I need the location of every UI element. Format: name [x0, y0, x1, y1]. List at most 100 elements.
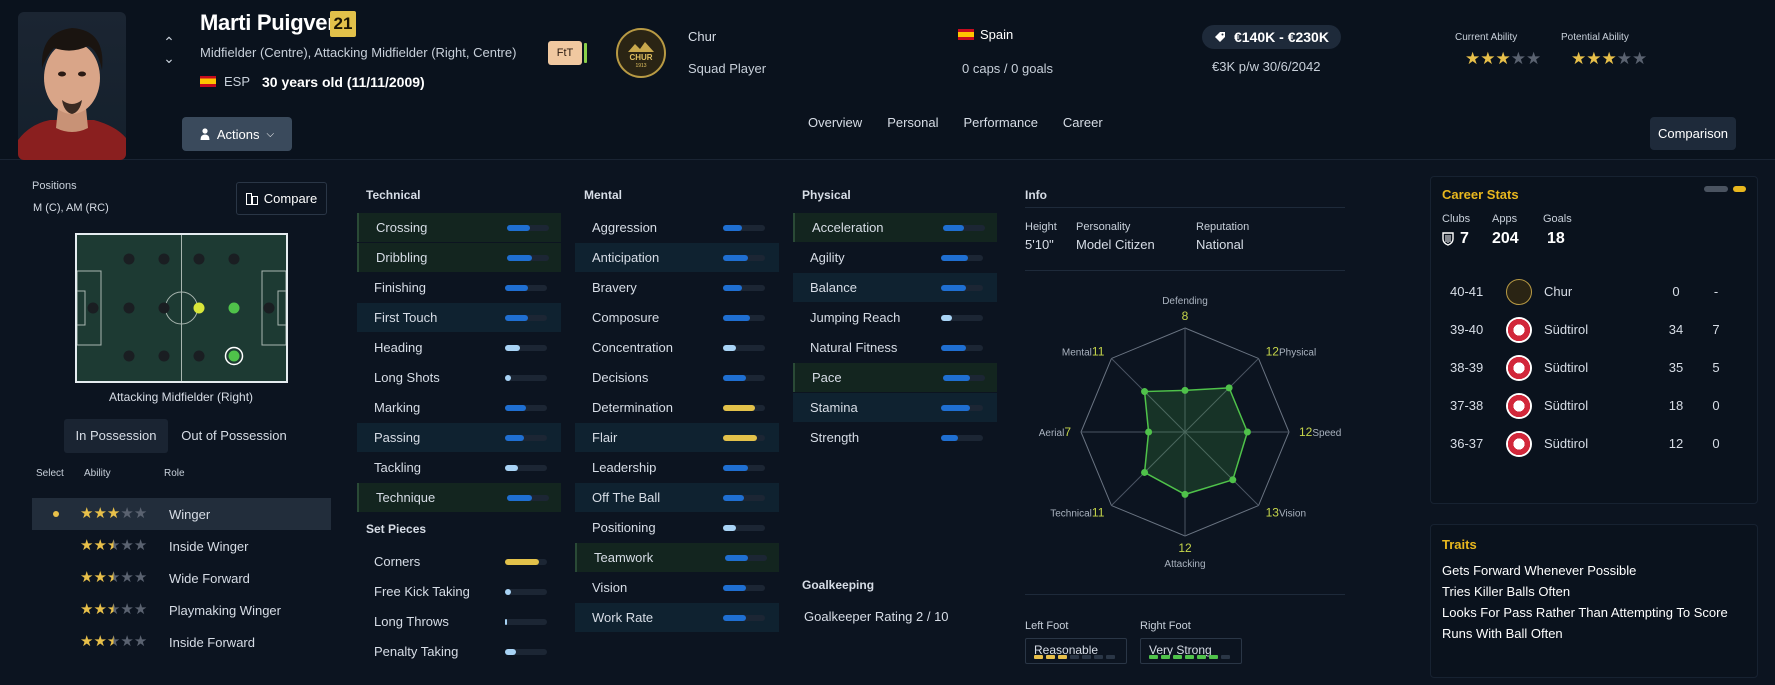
attribute-row[interactable]: Dribbling	[357, 243, 561, 272]
attribute-bar-fill	[723, 465, 749, 471]
attribute-bar-fill	[723, 405, 755, 411]
attribute-row[interactable]: Free Kick Taking	[357, 577, 561, 606]
attribute-row[interactable]: Composure	[575, 303, 779, 332]
attribute-bar	[505, 375, 547, 381]
career-row[interactable]: 36-37 Südtirol 12 0	[1436, 425, 1732, 463]
comparison-button[interactable]: Comparison	[1650, 117, 1736, 150]
set-pieces-title: Set Pieces	[366, 522, 427, 536]
current-ability-stars: ★★★★★	[1465, 50, 1541, 69]
career-row[interactable]: 40-41 Chur 0 -	[1436, 273, 1732, 311]
attribute-row[interactable]: Off The Ball	[575, 483, 779, 512]
tab-performance[interactable]: Performance	[963, 115, 1038, 130]
panel-page-indicator-active[interactable]	[1733, 186, 1746, 192]
attribute-name: Decisions	[592, 370, 649, 385]
attribute-bar-fill	[941, 435, 958, 441]
attribute-row[interactable]: Technique	[357, 483, 561, 512]
club-name[interactable]: Chur	[688, 29, 717, 44]
attribute-row[interactable]: Decisions	[575, 363, 779, 392]
attribute-row[interactable]: Anticipation	[575, 243, 779, 272]
attribute-row[interactable]: Long Throws	[357, 607, 561, 636]
next-player-icon[interactable]: ⌄	[163, 50, 175, 66]
previous-player-icon[interactable]: ⌃	[163, 34, 175, 50]
attribute-row[interactable]: Bravery	[575, 273, 779, 302]
career-row[interactable]: 37-38 Südtirol 18 0	[1436, 387, 1732, 425]
attribute-row[interactable]: Determination	[575, 393, 779, 422]
radar-value: 12	[1299, 425, 1313, 439]
attribute-row[interactable]: Leadership	[575, 453, 779, 482]
club-name[interactable]: Südtirol	[1544, 360, 1589, 375]
attribute-row[interactable]: Natural Fitness	[793, 333, 997, 362]
tab-career[interactable]: Career	[1062, 115, 1103, 130]
radar-value: 12	[1178, 541, 1192, 555]
position-pitch[interactable]	[75, 233, 288, 383]
attribute-row[interactable]: First Touch	[357, 303, 561, 332]
tab-out-of-possession[interactable]: Out of Possession	[181, 428, 287, 443]
attribute-row[interactable]: Teamwork	[575, 543, 779, 572]
attribute-name: Natural Fitness	[810, 340, 898, 355]
attribute-row[interactable]: Passing	[357, 423, 561, 452]
attribute-row[interactable]: Long Shots	[357, 363, 561, 392]
actions-button[interactable]: Actions ⌵	[182, 117, 292, 151]
attribute-bar-fill	[505, 559, 539, 565]
role-row[interactable]: ★★★★★ Wide Forward	[32, 562, 331, 594]
role-ability-stars: ★★★★★	[80, 537, 147, 554]
club-name[interactable]: Südtirol	[1544, 398, 1589, 413]
attribute-row[interactable]: Balance	[793, 273, 997, 302]
attribute-bar-fill	[723, 525, 736, 531]
attribute-row[interactable]: Pace	[793, 363, 997, 392]
attribute-bar-fill	[943, 375, 971, 381]
attribute-row[interactable]: Corners	[357, 547, 561, 576]
attribute-row[interactable]: Vision	[575, 573, 779, 602]
attribute-name: Work Rate	[592, 610, 654, 625]
radar-label: Technical11	[1050, 506, 1104, 520]
attribute-bar-fill	[941, 405, 971, 411]
attribute-bar	[941, 345, 983, 351]
role-row[interactable]: ★★★★★ Inside Winger	[32, 530, 331, 562]
compare-button[interactable]: Compare	[236, 182, 327, 215]
potential-ability-label: Potential Ability	[1561, 32, 1629, 43]
player-photo	[18, 12, 126, 160]
tab-personal[interactable]: Personal	[887, 115, 939, 130]
foot-level-segment	[1094, 655, 1103, 659]
attribute-row[interactable]: Acceleration	[793, 213, 997, 242]
club-name[interactable]: Südtirol	[1544, 322, 1589, 337]
role-star-icon: ★	[106, 633, 121, 650]
club-name[interactable]: Chur	[1544, 284, 1573, 299]
attribute-bar	[723, 315, 765, 321]
attribute-row[interactable]: Stamina	[793, 393, 997, 422]
club-name[interactable]: Südtirol	[1544, 436, 1589, 451]
attribute-row[interactable]: Penalty Taking	[357, 637, 561, 666]
tab-in-possession[interactable]: In Possession	[64, 419, 168, 453]
attribute-row[interactable]: Work Rate	[575, 603, 779, 632]
role-row[interactable]: ★★★★★ Inside Forward	[32, 626, 331, 658]
attribute-row[interactable]: Agility	[793, 243, 997, 272]
national-team[interactable]: Spain	[958, 27, 1013, 42]
role-row[interactable]: ★★★★★ Winger	[32, 498, 331, 530]
role-row[interactable]: ★★★★★ Playmaking Winger	[32, 594, 331, 626]
attribute-row[interactable]: Crossing	[357, 213, 561, 242]
attribute-row[interactable]: Positioning	[575, 513, 779, 542]
career-row[interactable]: 39-40 Südtirol 34 7	[1436, 311, 1732, 349]
player-header	[0, 0, 1775, 160]
role-star-icon: ★	[93, 633, 107, 650]
attribute-bar-fill	[505, 465, 518, 471]
panel-page-indicator[interactable]	[1704, 186, 1728, 192]
attribute-row[interactable]: Jumping Reach	[793, 303, 997, 332]
attribute-bar	[505, 345, 547, 351]
attribute-row[interactable]: Aggression	[575, 213, 779, 242]
attribute-row[interactable]: Strength	[793, 423, 997, 452]
attribute-row[interactable]: Finishing	[357, 273, 561, 302]
attribute-row[interactable]: Heading	[357, 333, 561, 362]
attribute-bar	[723, 225, 765, 231]
career-row[interactable]: 38-39 Südtirol 35 5	[1436, 349, 1732, 387]
foot-level-segment	[1082, 655, 1091, 659]
club-logo[interactable]: CHUR 1913	[616, 28, 666, 78]
attribute-bar	[941, 255, 983, 261]
attribute-row[interactable]: Flair	[575, 423, 779, 452]
attribute-row[interactable]: Marking	[357, 393, 561, 422]
attribute-bar-fill	[723, 315, 751, 321]
attribute-row[interactable]: Concentration	[575, 333, 779, 362]
tab-overview[interactable]: Overview	[808, 115, 863, 130]
attribute-bar-fill	[505, 619, 508, 625]
attribute-row[interactable]: Tackling	[357, 453, 561, 482]
